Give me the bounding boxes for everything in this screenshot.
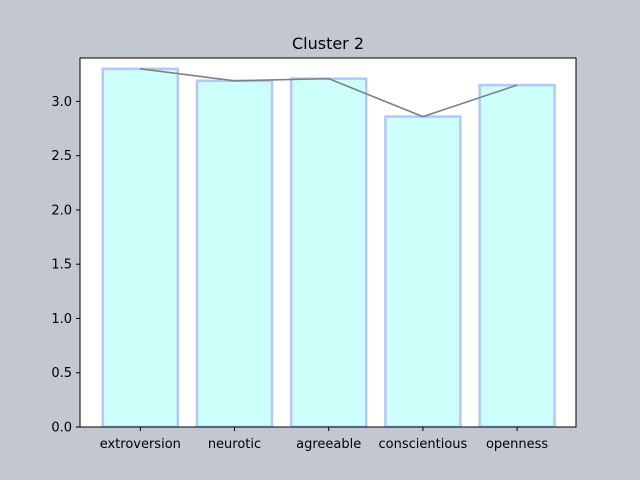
y-tick-label: 0.0 (51, 421, 72, 436)
bars-group (101, 67, 556, 429)
bar-agreeable (289, 77, 368, 429)
bar-conscientious (384, 115, 462, 429)
bar-extroversion (101, 67, 180, 429)
y-tick-label: 1.5 (51, 258, 72, 273)
series-line (140, 68, 518, 118)
y-tick-label: 2.5 (51, 149, 72, 164)
bar-openness (478, 83, 556, 429)
y-tick-label: 3.0 (51, 95, 72, 110)
x-tick-label-conscientious: conscientious (379, 437, 468, 452)
chart-title: Cluster 2 (292, 34, 364, 53)
y-axis: 0.0 0.5 1.0 1.5 2.0 2.5 3.0 (51, 95, 80, 436)
x-axis: extroversion neurotic agreeable conscientio… (100, 427, 548, 452)
x-tick-label-extroversion: extroversion (100, 437, 181, 452)
y-tick-label: 2.0 (51, 203, 72, 218)
y-tick-label: 0.5 (51, 366, 72, 381)
y-tick-label: 1.0 (51, 312, 72, 327)
bar-neurotic (195, 79, 274, 429)
plot-frame (79, 57, 577, 428)
x-tick-label-agreeable: agreeable (296, 437, 361, 452)
x-tick-label-openness: openness (486, 437, 548, 452)
x-tick-label-neurotic: neurotic (208, 437, 261, 452)
